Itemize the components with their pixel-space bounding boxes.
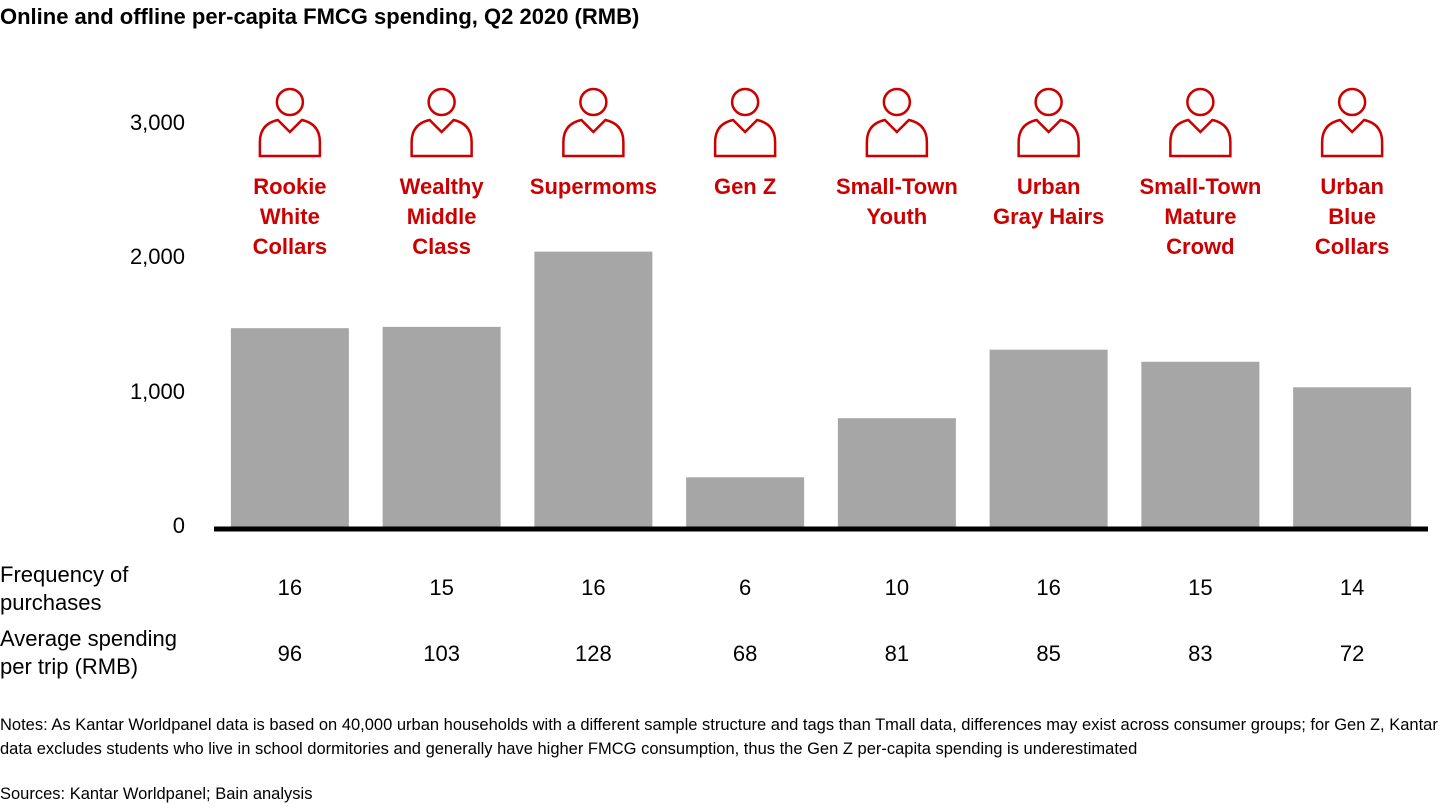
bar-wealthy-middle-class [382,326,501,527]
category-label-line: Blue [1328,204,1376,229]
category-label-line: Urban [1016,174,1081,199]
table-value: 68 [732,641,758,666]
category-label: Urban Gray Hairs [969,172,1129,232]
category-label: Small-Town Youth [817,172,977,232]
category-label-line: Crowd [1166,234,1235,259]
man-with-glasses-tie-icon [410,87,473,158]
category-label-line: Middle [406,204,477,229]
category-label: Rookie White Collars [210,172,370,262]
village-mature-couple-icon [1169,87,1232,158]
category-label-line: Gen Z [713,174,777,199]
bar-small-town-mature-crowd [1141,361,1260,527]
bar-supermoms [534,251,653,527]
office-worker-briefcase-icon [258,87,322,158]
table-value: 15 [429,575,454,600]
table-value: 15 [1188,575,1213,600]
category-label-line: Mature [1164,204,1237,229]
category-label-line: Collars [1314,234,1390,259]
category-label: Urban Blue Collars [1272,172,1432,262]
sources: Sources: Kantar Worldpanel; Bain analysi… [0,785,313,803]
notes: Notes: As Kantar Worldpanel data is base… [0,716,1438,758]
bar-urban-gray-hairs [989,349,1108,527]
table-value: 16 [1036,575,1061,600]
category-label-line: White [259,204,320,229]
category-label: Small-Town Mature Crowd [1120,172,1280,262]
table-value: 103 [423,641,460,666]
table-value: 96 [277,641,303,666]
table-value: 128 [575,641,612,666]
category-label-line: Rookie [253,174,327,199]
category-label: Wealthy Middle Class [362,172,522,262]
category-label-line: Gray Hairs [992,204,1105,229]
table-value: 14 [1339,575,1365,600]
table-value: 85 [1036,641,1061,666]
y-tick-label: 2,000 [129,244,185,270]
table-value: 16 [581,575,606,600]
category-label-line: Collars [252,234,328,259]
chart-title: Online and offline per-capita FMCG spend… [0,4,640,29]
table-row-label: Average spending per trip (RMB) [0,625,177,681]
table-value: 10 [884,575,910,600]
table-value: 16 [277,575,303,600]
table-row-label-line: Average spending [0,626,177,651]
y-tick-label: 0 [172,513,185,538]
city-elderly-couple-icon [1017,87,1080,158]
category-label-line: Supermoms [529,174,657,199]
table-row-label-line: per trip (RMB) [0,654,139,679]
bar-gen-z [686,477,805,527]
y-tick-label: 1,000 [129,378,185,404]
category-label: Gen Z [665,172,825,202]
category-label-line: Youth [866,204,928,229]
category-label: Supermoms [513,172,673,202]
table-value: 81 [884,641,910,666]
table-value: 6 [739,575,752,600]
category-label-line: Small-Town [1139,174,1262,199]
youth-headphones-sunglasses-icon [713,87,777,158]
category-label-line: Small-Town [835,174,958,199]
young-man-icon [865,87,929,158]
table-value: 72 [1339,641,1365,666]
y-tick-label: 3,000 [129,110,185,135]
table-row-label-line: purchases [0,590,102,615]
worker-helmet-gear-bulb-icon [1320,87,1384,158]
table-row-label: Frequency of purchases [0,561,128,617]
bar-rookie-white-collars [230,328,349,527]
mother-with-baby-icon [562,87,625,158]
table-row-label-line: Frequency of [0,562,129,587]
category-label-line: Class [412,234,471,259]
bar-small-town-youth [837,418,956,527]
bar-urban-blue-collars [1293,387,1412,527]
category-label-line: Wealthy [399,174,484,199]
category-label-line: Urban [1320,174,1384,199]
table-value: 83 [1188,641,1213,666]
